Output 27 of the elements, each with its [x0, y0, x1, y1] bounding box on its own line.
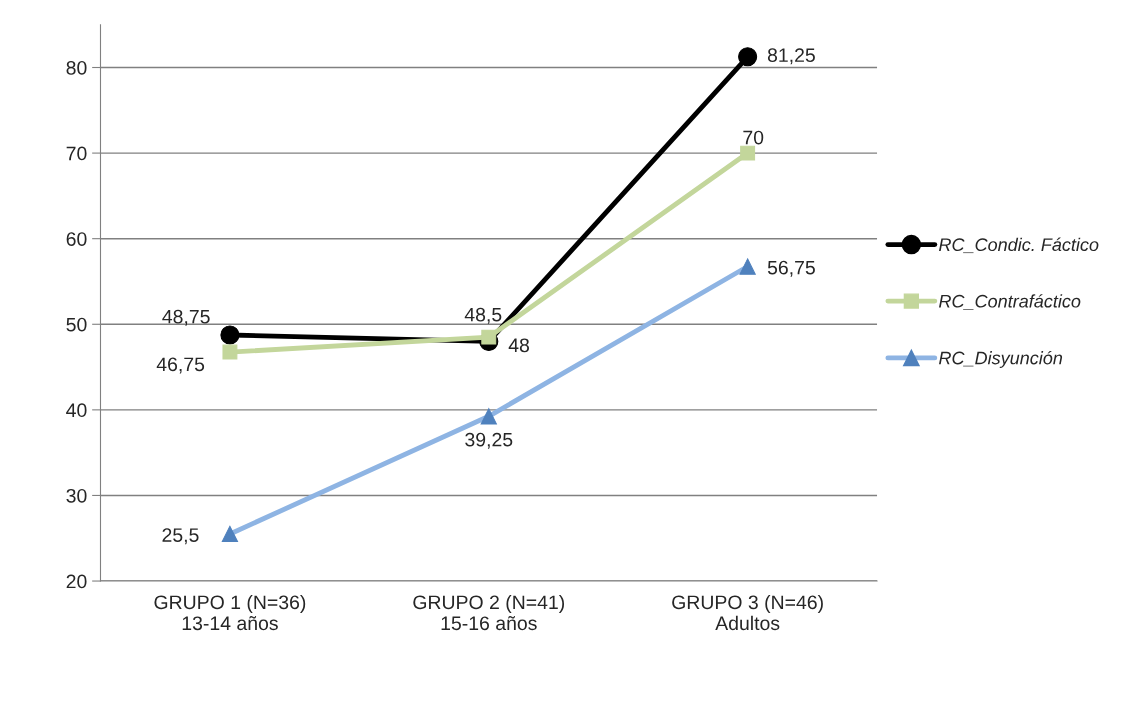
- x-tick-label: GRUPO 2 (N=41) 15-16 años: [413, 594, 565, 631]
- legend-label: RC_Condic. Fáctico: [939, 237, 1099, 254]
- x-tick-label: GRUPO 3 (N=46) Adultos: [672, 594, 823, 631]
- y-tick-label: 40: [66, 403, 87, 418]
- point: [738, 47, 758, 67]
- data-label: 48,5: [464, 307, 502, 324]
- point: [222, 344, 238, 360]
- data-label: 48,75: [162, 309, 210, 326]
- data-label: 56,75: [767, 260, 815, 277]
- point: [481, 329, 497, 345]
- data-label: 70: [743, 130, 764, 145]
- data-label: 81,25: [767, 48, 815, 65]
- point: [740, 145, 756, 161]
- data-label: 39,25: [465, 432, 513, 449]
- y-tick-label: 60: [66, 232, 87, 246]
- legend-label: RC_Disyunción: [939, 350, 1063, 368]
- y-tick-label: 80: [66, 60, 87, 75]
- point: [220, 325, 240, 345]
- y-tick-label: 30: [66, 488, 87, 503]
- data-label: 48: [508, 338, 529, 353]
- x-tick-label: GRUPO 1 (N=36) 13-14 años: [154, 594, 306, 631]
- y-tick-label: 50: [66, 317, 87, 332]
- data-label: 25,5: [162, 528, 199, 545]
- y-tick-label: 70: [66, 146, 87, 161]
- data-label: 46,75: [156, 357, 205, 374]
- legend-label: RC_Contrafáctico: [939, 294, 1081, 310]
- y-tick-label: 20: [66, 574, 87, 589]
